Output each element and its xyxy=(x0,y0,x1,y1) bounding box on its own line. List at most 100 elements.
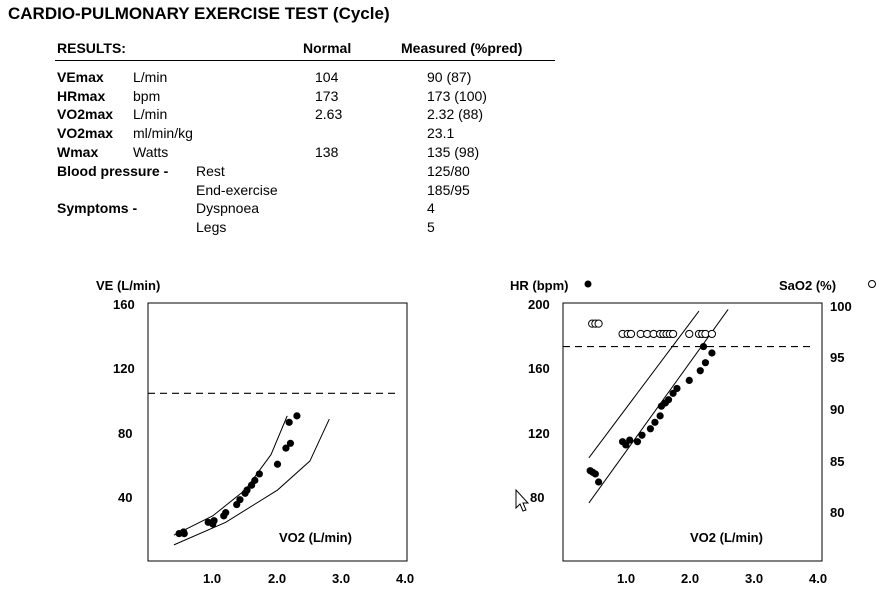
row-normal: 2.63 xyxy=(315,106,343,122)
results-header: RESULTS: xyxy=(57,40,126,56)
hr-point xyxy=(646,425,655,433)
sao2-y-tick: 90 xyxy=(830,402,844,417)
page-title: CARDIO-PULMONARY EXERCISE TEST (Cycle) xyxy=(8,4,390,23)
row-unit: Legs xyxy=(196,219,227,235)
row-name: Wmax xyxy=(57,144,99,160)
row-name: Symptoms - xyxy=(57,200,138,216)
hr-y-tick: 160 xyxy=(528,361,550,376)
ve-point xyxy=(282,444,290,452)
row-name: VO2max xyxy=(57,125,114,141)
row-measured: 5 xyxy=(427,219,435,235)
hr-y-tick: 120 xyxy=(528,426,550,441)
hr-point xyxy=(696,367,704,375)
ve-point xyxy=(273,460,282,468)
row-name: Blood pressure - xyxy=(57,163,169,179)
sao2-point xyxy=(594,319,603,328)
normal-header: Normal xyxy=(303,40,352,56)
hr-x-axis-label: VO2 (L/min) xyxy=(690,530,763,545)
ve-y-tick: 120 xyxy=(113,361,135,376)
row-measured: 173 (100) xyxy=(427,88,487,104)
sao2-y-tick: 85 xyxy=(830,454,844,469)
ve-point xyxy=(251,476,259,484)
row-unit: End-exercise xyxy=(196,182,278,198)
ve-point xyxy=(243,486,251,494)
sao2-y-tick: 80 xyxy=(830,505,844,520)
row-unit: ml/min/kg xyxy=(133,125,193,141)
row-name: VO2max xyxy=(57,106,114,122)
row-measured: 125/80 xyxy=(427,163,470,179)
row-measured: 23.1 xyxy=(427,125,455,141)
hr-point xyxy=(633,438,642,446)
hr-y-tick: 200 xyxy=(528,297,550,312)
row-unit: bpm xyxy=(133,88,161,104)
ve-point xyxy=(180,529,188,538)
hr-legend-marker xyxy=(584,280,592,288)
ve-point xyxy=(210,517,218,525)
row-name: HRmax xyxy=(57,88,106,104)
hr-point xyxy=(685,376,693,384)
row-measured: 2.32 (88) xyxy=(427,106,484,122)
ve-point xyxy=(286,439,295,447)
row-measured: 90 (87) xyxy=(427,69,472,85)
hr-point xyxy=(622,441,630,449)
row-normal: 104 xyxy=(315,69,339,85)
ve-x-tick: 2.0 xyxy=(268,571,286,586)
hr-x-tick: 2.0 xyxy=(681,571,699,586)
ve-y-tick: 40 xyxy=(118,490,132,505)
ve-envelope-upper xyxy=(173,415,288,536)
sao2-point xyxy=(685,329,694,339)
sao2-point xyxy=(668,329,678,339)
hr-point xyxy=(669,389,677,397)
hr-point xyxy=(651,418,659,426)
ve-y-tick: 160 xyxy=(113,297,135,312)
hr-x-tick: 3.0 xyxy=(745,571,763,586)
hr-point xyxy=(595,478,603,486)
hr-chart: HR (bpm) SaO2 (%) VO2 (L/min) 200 160 12… xyxy=(510,278,876,586)
hr-plot-frame xyxy=(562,302,823,562)
mouse-cursor-icon xyxy=(515,488,530,512)
row-name: VEmax xyxy=(57,69,104,85)
hr-y-axis-label: HR (bpm) xyxy=(510,278,569,293)
hr-point xyxy=(701,359,710,367)
ve-envelope-lower xyxy=(173,418,330,546)
sao2-y-tick: 100 xyxy=(830,299,852,314)
sao2-y-axis-label: SaO2 (%) xyxy=(779,278,836,293)
hr-point xyxy=(638,431,646,439)
ve-point xyxy=(236,496,244,504)
row-normal: 173 xyxy=(315,88,339,104)
measured-header: Measured (%pred) xyxy=(401,40,523,56)
hr-point xyxy=(708,349,716,357)
ve-point xyxy=(285,418,293,426)
ve-point xyxy=(222,509,230,517)
hr-y-tick: 80 xyxy=(530,490,544,505)
ve-x-tick: 4.0 xyxy=(396,571,414,586)
row-normal: 138 xyxy=(315,144,339,160)
hr-point xyxy=(656,412,664,420)
row-measured: 4 xyxy=(427,200,435,216)
row-unit: L/min xyxy=(133,106,168,122)
row-measured: 185/95 xyxy=(427,182,470,198)
ve-x-tick: 3.0 xyxy=(332,571,350,586)
hr-point xyxy=(664,396,673,404)
header-rule xyxy=(55,60,555,61)
row-unit: L/min xyxy=(133,69,168,85)
hr-x-tick: 1.0 xyxy=(617,571,635,586)
row-unit: Watts xyxy=(133,144,169,160)
sao2-y-tick: 95 xyxy=(830,350,844,365)
hr-x-tick: 4.0 xyxy=(809,571,827,586)
sao2-legend-marker xyxy=(868,280,876,288)
ve-y-axis-label: VE (L/min) xyxy=(96,278,160,293)
ve-point xyxy=(293,412,301,420)
row-unit: Dyspnoea xyxy=(196,200,260,216)
ve-point xyxy=(255,470,263,478)
ve-x-tick: 1.0 xyxy=(203,571,221,586)
hr-point xyxy=(699,342,708,351)
hr-envelope-upper xyxy=(588,310,700,459)
row-unit: Rest xyxy=(196,163,225,179)
hr-point xyxy=(591,470,599,478)
ve-x-axis-label: VO2 (L/min) xyxy=(279,530,352,545)
sao2-point xyxy=(707,329,717,339)
sao2-point xyxy=(626,329,636,339)
row-measured: 135 (98) xyxy=(427,144,480,160)
